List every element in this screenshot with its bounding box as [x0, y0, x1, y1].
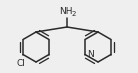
- Text: 2: 2: [71, 12, 76, 18]
- Text: Cl: Cl: [16, 59, 25, 68]
- Text: N: N: [87, 50, 94, 59]
- Text: NH: NH: [59, 8, 73, 16]
